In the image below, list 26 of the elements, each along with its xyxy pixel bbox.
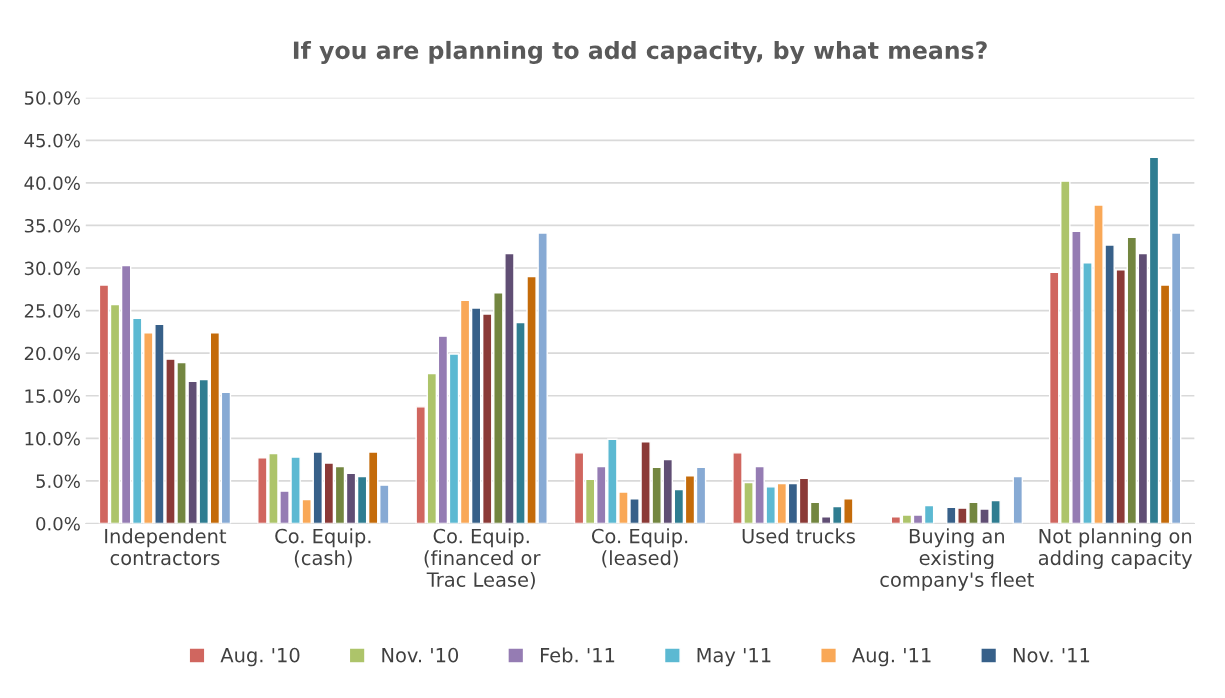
legend-label: Nov. '11: [1013, 648, 1090, 663]
x-tick-label: Independent contractors: [105, 528, 227, 566]
chart-title: If you are planning to add capacity, by what means?: [293, 40, 987, 64]
y-tick-label: 45.0%: [24, 133, 80, 148]
legend-label: Feb. '11: [541, 647, 615, 663]
y-tick-label: 25.0%: [24, 304, 80, 318]
x-tick-label: Not planning on adding capacity: [1038, 528, 1193, 569]
y-tick-label: 50.0%: [24, 91, 80, 105]
bar: [1012, 475, 1024, 524]
y-tick-label: 35.0%: [24, 218, 80, 233]
y-tick-label: 5.0%: [36, 474, 80, 489]
y-tick-label: 20.0%: [24, 346, 80, 361]
legend-label: Aug. '11: [852, 648, 931, 667]
x-tick-label: Co. Equip. (leased): [591, 528, 688, 568]
x-tick-label: Buying an existing company's fleet: [880, 528, 1034, 591]
legend-label: May '11: [697, 648, 771, 667]
legend-label: Nov. '10: [382, 647, 459, 663]
y-tick-label: 15.0%: [25, 389, 80, 403]
y-tick-label: 0.0%: [36, 516, 80, 531]
x-tick-label: Co. Equip. (financed or Trac Lease): [424, 528, 541, 590]
x-tick-label: Co. Equip. (cash): [275, 528, 371, 568]
x-tick-label: Used trucks: [742, 528, 855, 544]
y-tick-label: 30.0%: [24, 261, 80, 276]
legend-label: Aug. '10: [220, 647, 300, 667]
y-tick-label: 40.0%: [24, 176, 80, 190]
y-tick-label: 10.0%: [25, 431, 80, 446]
